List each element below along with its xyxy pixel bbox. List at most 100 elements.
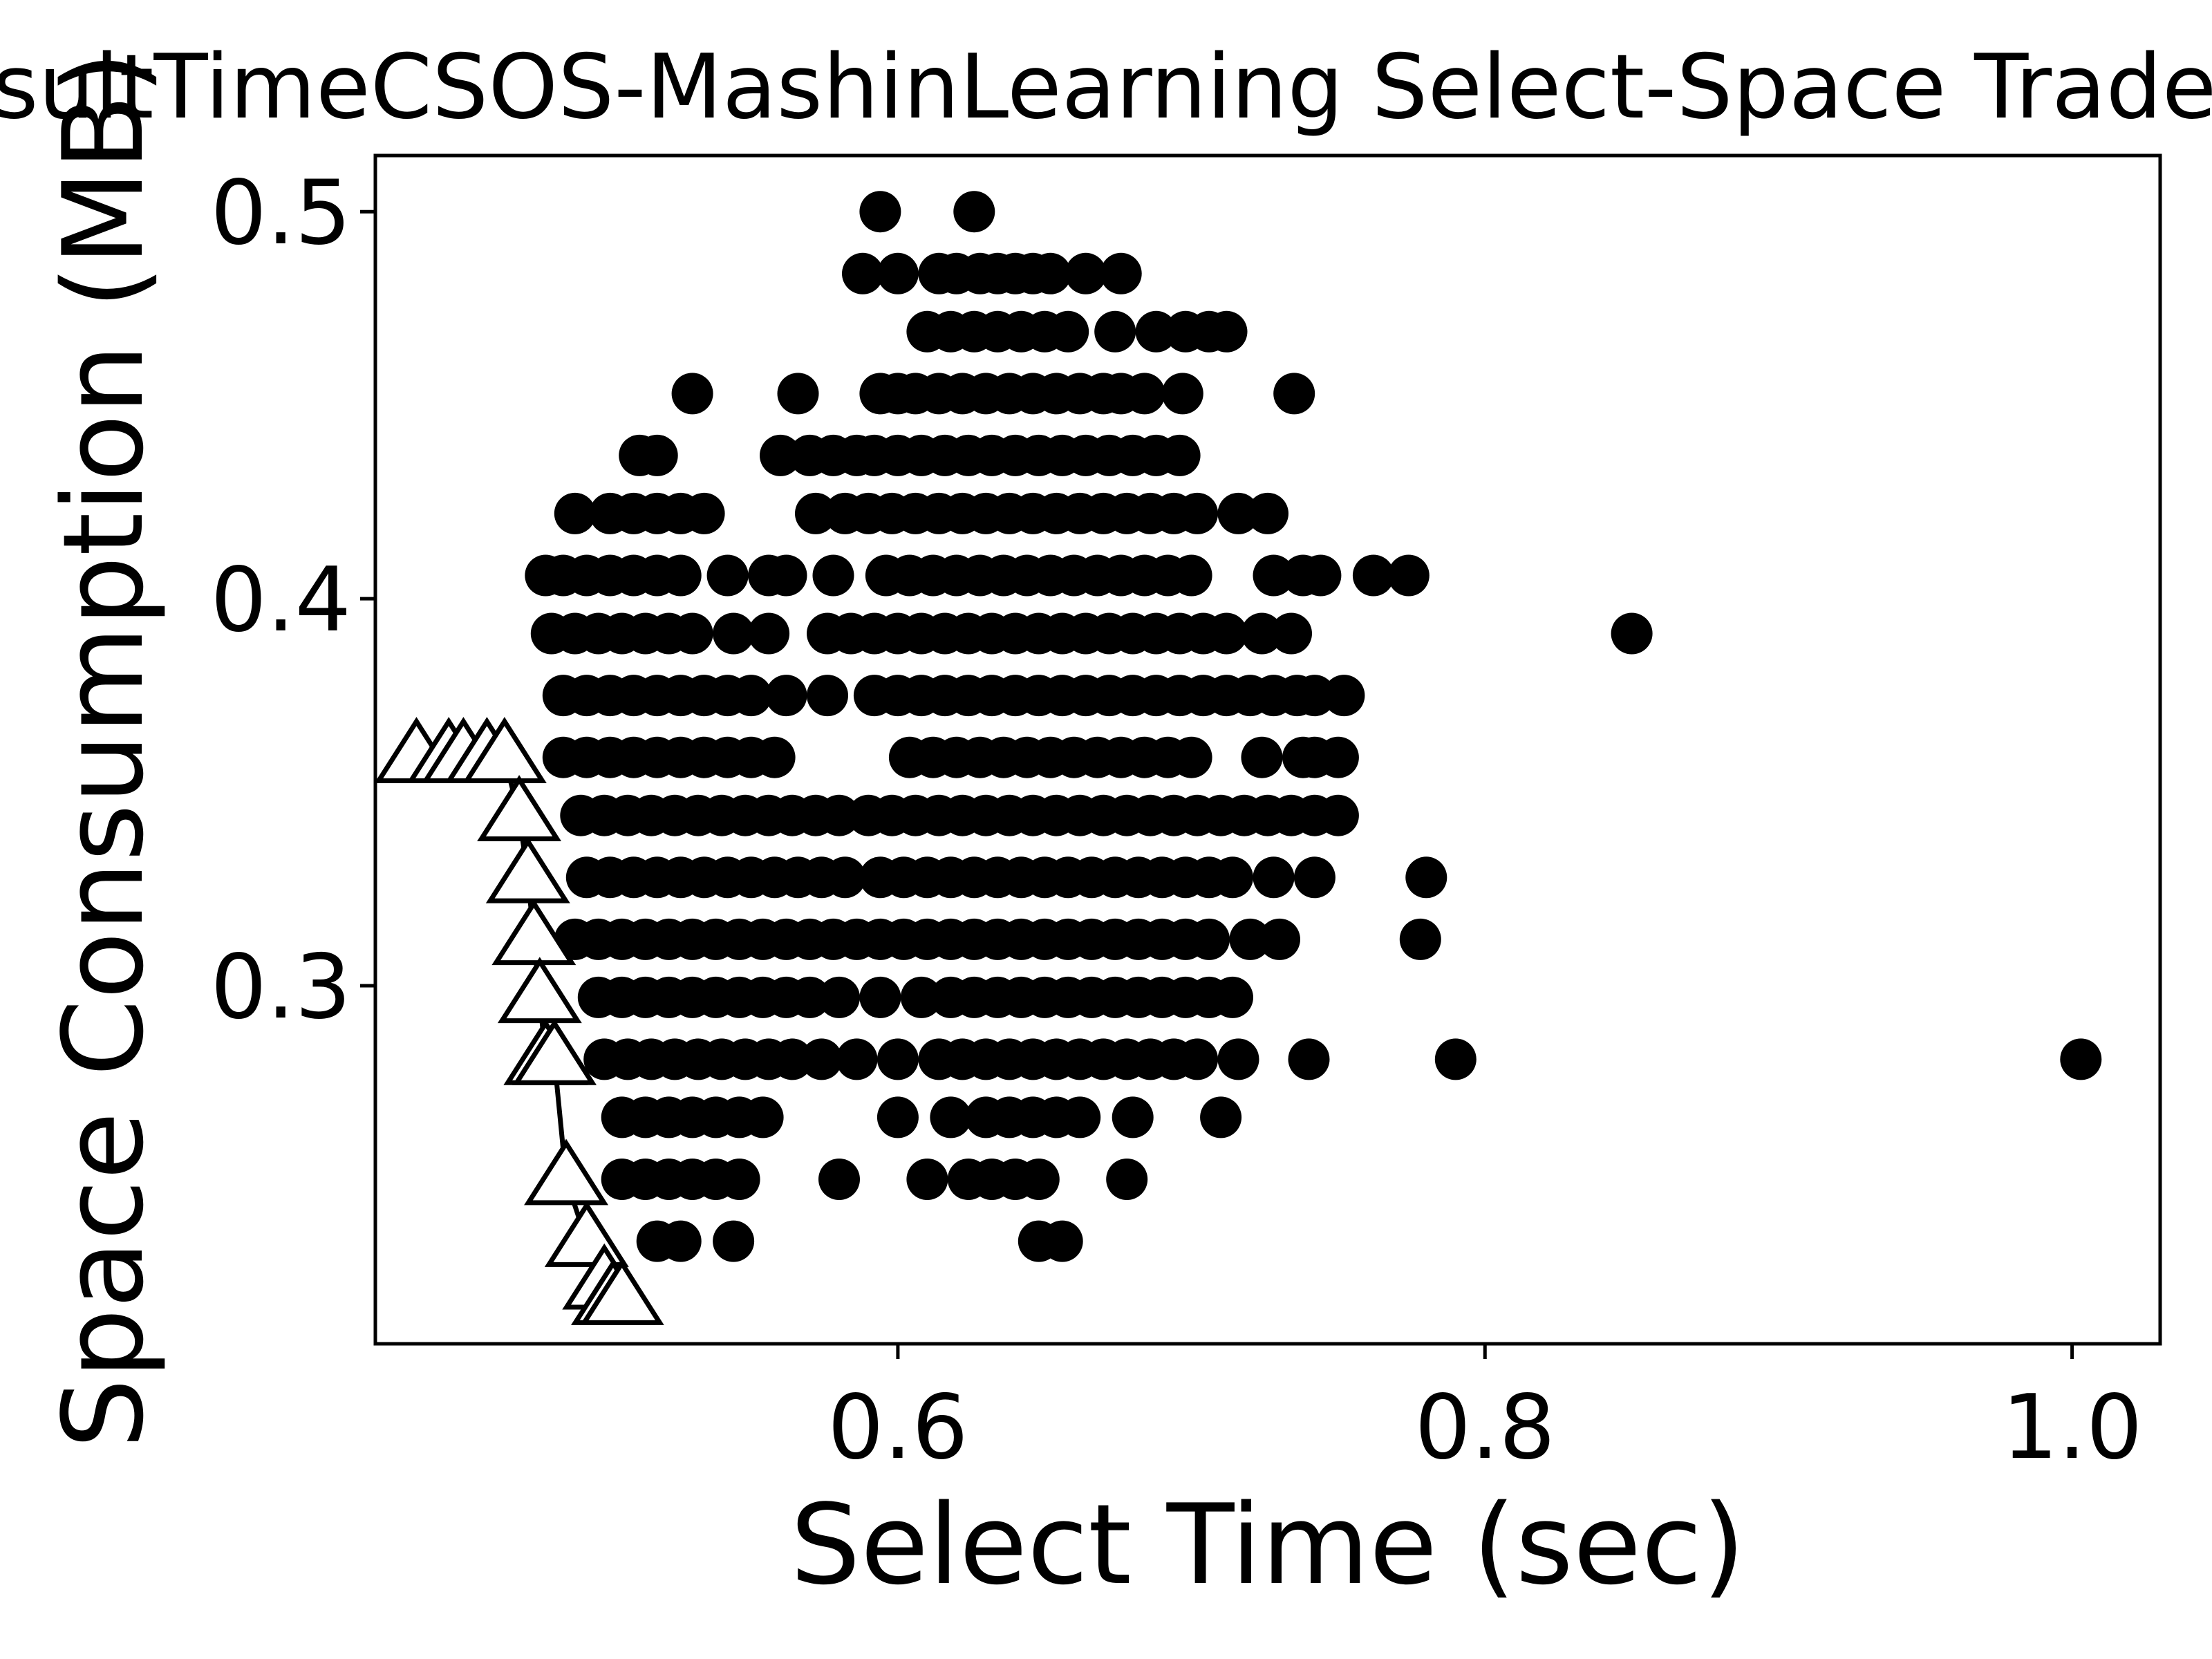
data-point xyxy=(807,675,848,717)
data-point xyxy=(1217,492,1259,534)
data-point xyxy=(671,373,713,415)
data-point xyxy=(1293,856,1335,899)
x-axis-label: Select Time (sec) xyxy=(790,1480,1745,1609)
data-point xyxy=(1323,675,1365,717)
data-point xyxy=(636,434,678,476)
data-point xyxy=(1247,492,1288,534)
data-point xyxy=(1288,1038,1330,1080)
data-point xyxy=(1094,310,1136,353)
data-point xyxy=(1241,612,1283,655)
data-point xyxy=(1253,554,1295,597)
data-point xyxy=(859,976,901,1018)
data-point xyxy=(753,736,796,778)
data-point xyxy=(730,675,772,717)
data-point xyxy=(789,976,831,1018)
data-point xyxy=(818,976,860,1018)
data-point xyxy=(953,191,995,233)
data-point xyxy=(859,191,901,233)
data-point xyxy=(765,554,807,597)
data-point xyxy=(1241,736,1283,778)
data-point xyxy=(795,492,836,534)
data-point xyxy=(1293,675,1335,717)
data-point xyxy=(1047,310,1089,353)
data-point xyxy=(1273,373,1315,415)
data-point xyxy=(671,612,713,655)
x-tick-label: 0.8 xyxy=(1414,1376,1555,1479)
pareto-point xyxy=(497,957,582,1024)
data-point xyxy=(1018,1159,1060,1200)
data-point xyxy=(1200,1096,1242,1138)
pareto-point xyxy=(579,1259,664,1325)
data-point xyxy=(1135,310,1177,353)
data-point xyxy=(659,1220,702,1262)
data-point xyxy=(877,1038,919,1080)
data-point xyxy=(1434,1038,1477,1080)
data-point xyxy=(1170,554,1212,597)
data-point xyxy=(1112,1096,1154,1138)
pareto-point xyxy=(512,1018,597,1085)
data-point xyxy=(1271,612,1312,655)
data-point xyxy=(748,612,790,655)
data-point xyxy=(1177,492,1219,534)
pareto-point xyxy=(477,775,562,841)
data-point xyxy=(1300,554,1342,597)
data-point xyxy=(1206,310,1248,353)
data-point xyxy=(1253,856,1295,899)
plot-frame xyxy=(373,153,2162,1346)
data-point xyxy=(1041,1220,1083,1262)
data-point xyxy=(1123,373,1165,415)
pareto-point xyxy=(491,899,577,966)
data-point xyxy=(900,976,942,1018)
data-point xyxy=(1170,736,1212,778)
data-point xyxy=(1405,856,1447,899)
data-point xyxy=(706,554,749,597)
data-point xyxy=(1059,1096,1101,1138)
data-point xyxy=(824,856,866,899)
data-point xyxy=(1259,918,1300,960)
data-point xyxy=(2060,1038,2102,1080)
data-point xyxy=(1100,252,1142,294)
data-point xyxy=(713,1220,755,1262)
data-point xyxy=(713,612,755,655)
data-point xyxy=(1159,434,1201,476)
data-point xyxy=(800,1038,843,1080)
data-point xyxy=(1317,736,1359,778)
data-point xyxy=(877,252,919,294)
data-point xyxy=(1387,554,1430,597)
data-point xyxy=(1611,612,1653,655)
data-point xyxy=(906,1159,948,1200)
pareto-point xyxy=(485,836,570,903)
data-point xyxy=(554,492,596,534)
data-point xyxy=(659,554,702,597)
data-point xyxy=(818,1159,860,1200)
plot-area xyxy=(374,191,2102,1325)
data-point xyxy=(836,1038,878,1080)
data-point xyxy=(777,373,819,415)
data-point xyxy=(1217,1038,1259,1080)
data-point xyxy=(1317,794,1359,836)
data-point xyxy=(842,252,883,294)
x-tick-label: 0.6 xyxy=(827,1376,968,1479)
pareto-point xyxy=(462,717,547,783)
data-point xyxy=(877,1096,919,1138)
data-point xyxy=(771,1038,813,1080)
data-point xyxy=(718,1159,760,1200)
pareto-point xyxy=(544,1201,629,1267)
data-point xyxy=(1212,976,1253,1018)
data-point xyxy=(1206,612,1248,655)
data-point xyxy=(1212,856,1253,899)
data-point xyxy=(930,1096,972,1138)
data-point xyxy=(1399,918,1441,960)
data-point xyxy=(683,492,725,534)
data-point xyxy=(1106,1159,1148,1200)
axes: 0.6 0.8 1.0 0.3 0.4 0.5 xyxy=(210,162,2142,1479)
data-point xyxy=(1161,373,1203,415)
data-point xyxy=(818,794,860,836)
data-point xyxy=(765,675,807,717)
y-axis-label: Space Consumption (MB) xyxy=(39,51,168,1449)
data-point xyxy=(760,434,801,476)
data-point xyxy=(1029,252,1071,294)
chart-title: ResultTimeCSOS-MashinLearning Select-Spa… xyxy=(0,36,2212,139)
data-point xyxy=(1229,918,1271,960)
